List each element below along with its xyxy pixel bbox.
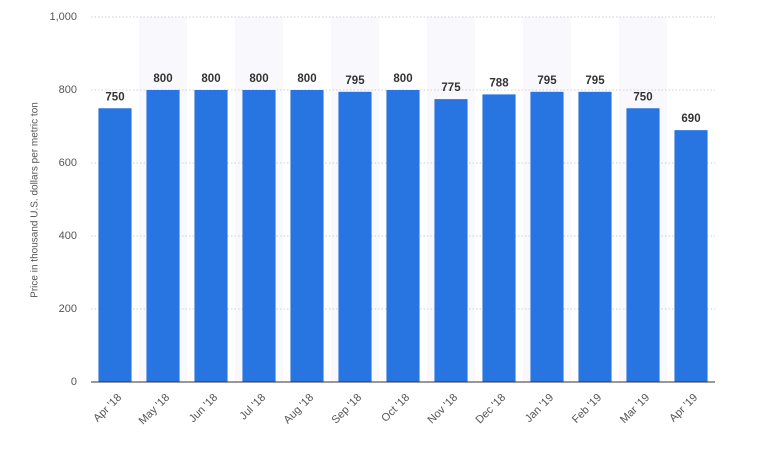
bar <box>578 91 612 382</box>
value-label: 775 <box>441 82 461 94</box>
bar <box>290 90 324 382</box>
value-label: 690 <box>681 113 700 125</box>
bar <box>146 90 180 382</box>
value-label: 800 <box>249 73 268 85</box>
x-tick-label: Mar '19 <box>618 392 652 426</box>
value-label: 800 <box>297 73 316 85</box>
value-label: 795 <box>345 75 365 87</box>
bar <box>434 99 468 382</box>
bar <box>626 108 660 382</box>
x-tick-label: Nov '18 <box>426 392 461 427</box>
x-tick-label: Apr '19 <box>667 392 700 425</box>
value-label: 800 <box>393 73 412 85</box>
bar <box>194 90 228 382</box>
value-label: 795 <box>537 75 557 87</box>
value-label: 800 <box>153 73 172 85</box>
value-label: 795 <box>585 75 605 87</box>
bar <box>674 130 708 382</box>
x-tick-label: Jul '18 <box>237 392 268 423</box>
bar <box>386 90 420 382</box>
x-tick-label: Apr '18 <box>91 392 124 425</box>
x-tick-label: Jan '19 <box>523 392 556 425</box>
bar <box>242 90 276 382</box>
x-tick-label: Dec '18 <box>474 392 509 427</box>
y-tick-label: 400 <box>59 230 77 242</box>
y-axis-label: Price in thousand U.S. dollars per metri… <box>30 102 41 298</box>
bar <box>482 94 516 382</box>
x-tick-label: May '18 <box>137 392 172 427</box>
value-label: 750 <box>105 91 124 103</box>
x-tick-label: Oct '18 <box>379 392 412 425</box>
y-tick-label: 600 <box>59 157 77 169</box>
x-tick-label: Feb '19 <box>570 392 604 426</box>
y-tick-label: 200 <box>59 303 77 315</box>
value-label: 750 <box>633 91 652 103</box>
value-label: 800 <box>201 73 220 85</box>
x-tick-label: Jun '18 <box>187 392 220 425</box>
value-label: 788 <box>489 77 509 89</box>
y-tick-label: 800 <box>59 84 77 96</box>
bar <box>98 108 132 382</box>
x-tick-label: Aug '18 <box>282 392 317 427</box>
y-tick-label: 1,000 <box>49 11 77 23</box>
bar <box>338 91 372 382</box>
x-tick-label: Sep '18 <box>330 392 365 427</box>
y-tick-label: 0 <box>71 376 77 388</box>
bar <box>530 91 564 382</box>
